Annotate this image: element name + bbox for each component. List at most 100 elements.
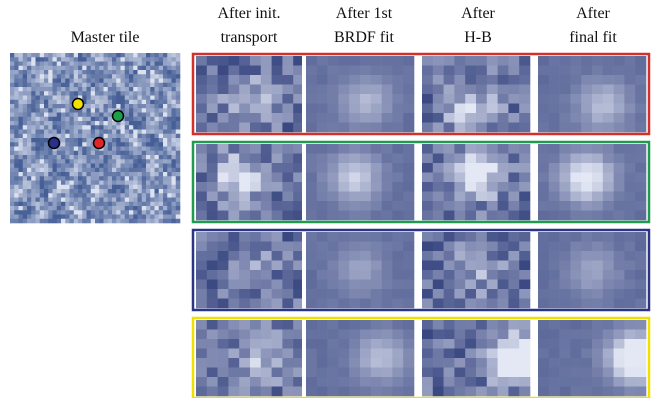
texture-cell (172, 142, 177, 147)
texture-cell (104, 147, 109, 152)
texture-cell (155, 138, 160, 143)
texture-cell (48, 151, 53, 156)
texture-cell (95, 193, 100, 198)
texture-cell (40, 155, 45, 160)
pixel-cell (454, 242, 465, 252)
pixel-cell (592, 144, 603, 154)
texture-cell (82, 62, 87, 67)
texture-cell (27, 215, 32, 220)
texture-cell (61, 100, 66, 105)
texture-cell (48, 219, 53, 224)
texture-cell (82, 210, 87, 215)
texture-cell (44, 159, 49, 164)
pixel-cell (272, 144, 283, 154)
texture-cell (108, 87, 113, 92)
texture-cell (112, 215, 117, 220)
texture-cell (27, 168, 32, 173)
texture-cell (40, 164, 45, 169)
texture-cell (167, 168, 172, 173)
texture-cell (78, 66, 83, 71)
texture-cell (172, 181, 177, 186)
pixel-cell (382, 377, 393, 387)
pixel-cell (196, 182, 207, 192)
pixel-cell (422, 154, 433, 164)
pixel-cell (360, 242, 371, 252)
pixel-cell (371, 387, 382, 397)
texture-cell (167, 181, 172, 186)
texture-cell (78, 172, 83, 177)
texture-cell (112, 134, 117, 139)
pixel-cell (508, 232, 519, 242)
texture-cell (14, 206, 19, 211)
pixel-cell (196, 349, 207, 359)
pixel-cell (624, 85, 635, 95)
texture-cell (142, 113, 147, 118)
texture-cell (176, 108, 181, 113)
pixel-cell (403, 113, 414, 123)
texture-cell (172, 193, 177, 198)
texture-cell (74, 185, 79, 190)
pixel-cell (250, 270, 261, 280)
pixel-cell (570, 232, 581, 242)
pixel-cell (422, 56, 433, 66)
texture-cell (91, 62, 96, 67)
pixel-cell (592, 56, 603, 66)
pixel-cell (444, 330, 455, 340)
texture-cell (176, 147, 181, 152)
pixel-cell (614, 368, 625, 378)
pixel-cell (465, 232, 476, 242)
texture-cell (104, 66, 109, 71)
texture-cell (95, 74, 100, 79)
texture-cell (95, 66, 100, 71)
texture-cell (61, 113, 66, 118)
pixel-cell (508, 270, 519, 280)
pixel-cell (538, 75, 549, 85)
pixel-cell (403, 232, 414, 242)
texture-cell (155, 79, 160, 84)
pixel-cell (635, 358, 646, 368)
pixel-cell (239, 289, 250, 299)
texture-cell (91, 70, 96, 75)
texture-cell (10, 189, 15, 194)
pixel-cell (272, 94, 283, 104)
pixel-cell (433, 201, 444, 211)
texture-cell (104, 70, 109, 75)
texture-cell (138, 159, 143, 164)
pixel-cell (433, 251, 444, 261)
texture-cell (27, 181, 32, 186)
pixel-cell (403, 85, 414, 95)
pixel-cell (549, 320, 560, 330)
texture-cell (176, 125, 181, 130)
pixel-cell (570, 173, 581, 183)
texture-cell (163, 96, 168, 101)
pixel-cell (261, 211, 272, 221)
texture-cell (138, 113, 143, 118)
texture-cell (167, 79, 172, 84)
sample-dot (49, 138, 60, 149)
texture-cell (116, 142, 121, 147)
texture-cell (36, 87, 41, 92)
texture-cell (74, 168, 79, 173)
texture-cell (138, 57, 143, 62)
texture-cell (112, 168, 117, 173)
texture-cell (61, 138, 66, 143)
cell-gap (418, 229, 421, 311)
pixel-cell (592, 123, 603, 133)
pixel-cell (624, 113, 635, 123)
pixel-cell (403, 211, 414, 221)
texture-cell (31, 62, 36, 67)
pixel-cell (392, 66, 403, 76)
pixel-cell (444, 154, 455, 164)
texture-cell (65, 193, 70, 198)
pixel-cell (207, 261, 218, 271)
pixel-cell (382, 339, 393, 349)
pixel-cell (519, 56, 530, 66)
texture-cell (95, 185, 100, 190)
texture-cell (40, 193, 45, 198)
pixel-cell (570, 368, 581, 378)
texture-cell (91, 151, 96, 156)
texture-cell (176, 219, 181, 224)
pixel-cell (603, 261, 614, 271)
pixel-cell (338, 387, 349, 397)
pixel-cell (549, 192, 560, 202)
